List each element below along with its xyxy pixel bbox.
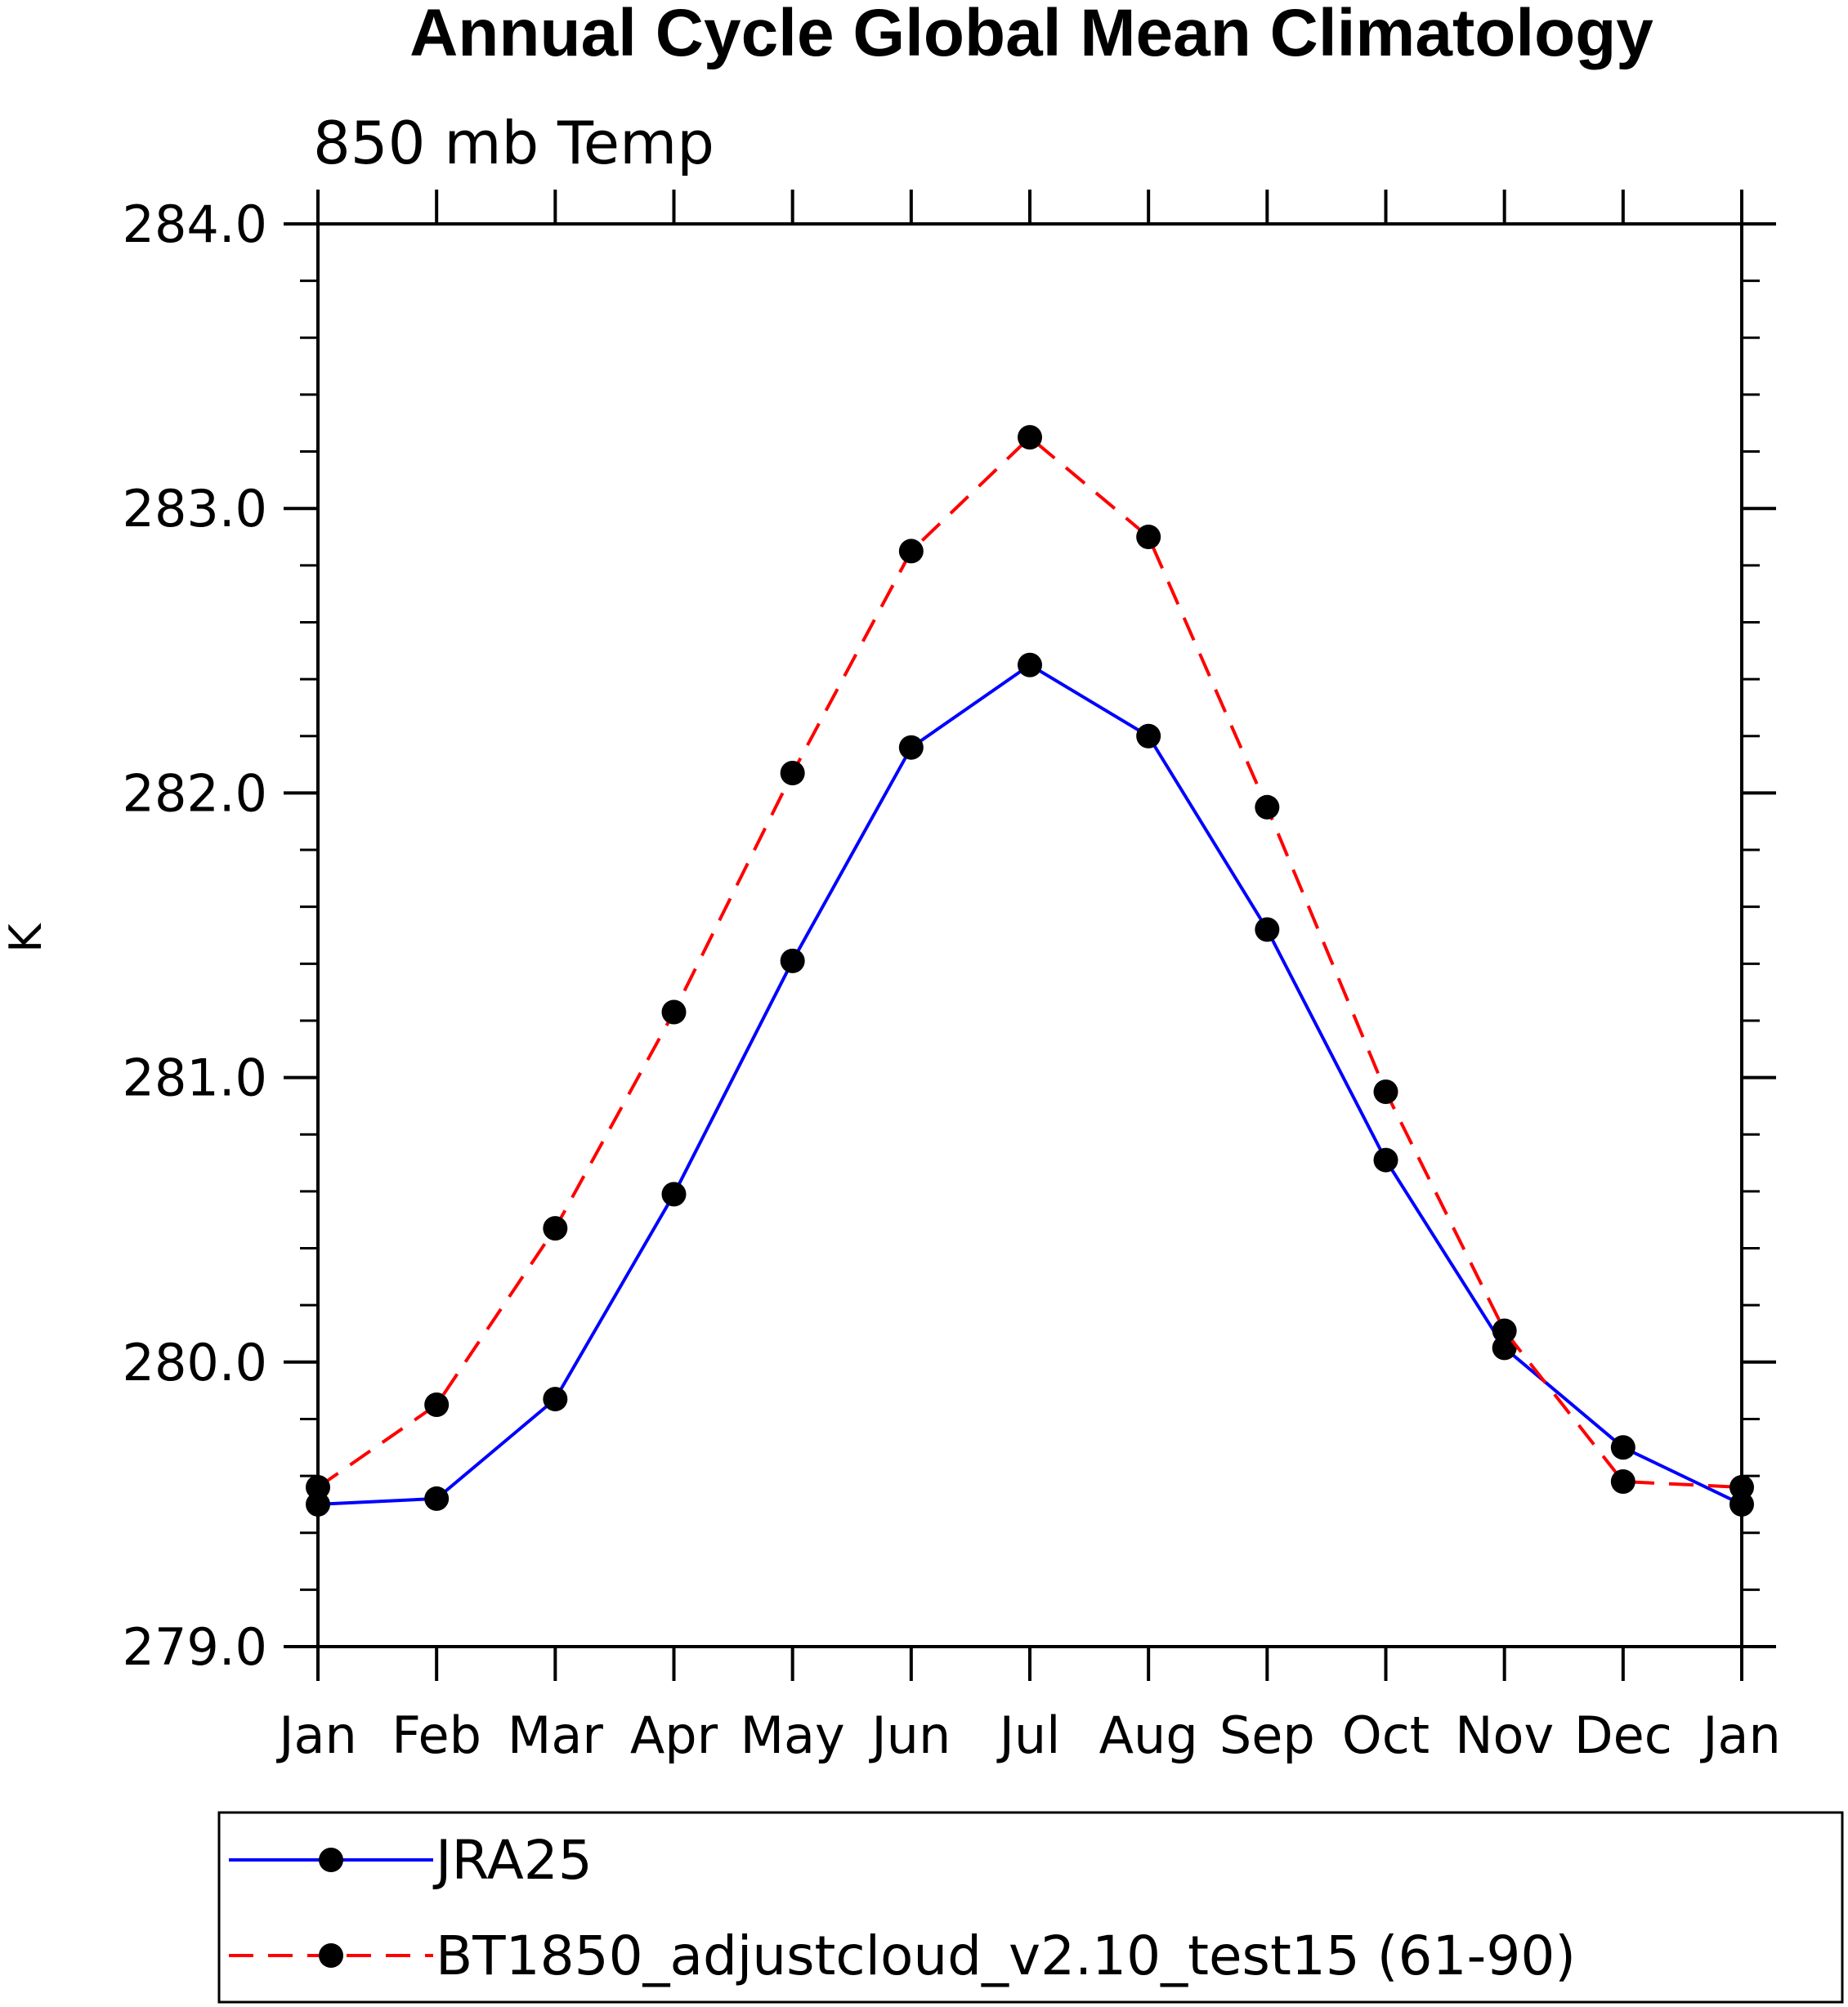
legend-label: BT1850_adjustcloud_v2.10_test15 (61-90) xyxy=(436,1924,1576,1987)
data-point xyxy=(898,539,924,564)
series-line xyxy=(316,435,1743,1489)
data-point xyxy=(780,948,805,973)
data-point xyxy=(661,999,687,1025)
x-tick-label: Jul xyxy=(996,1705,1061,1765)
x-tick-label: Apr xyxy=(630,1705,718,1765)
data-point xyxy=(1610,1469,1635,1495)
data-point xyxy=(1610,1435,1635,1460)
x-tick-label: Jan xyxy=(1699,1705,1781,1765)
y-tick-label: 280.0 xyxy=(123,1333,268,1392)
data-point xyxy=(1373,1147,1398,1173)
legend: JRA25 BT1850_adjustcloud_v2.10_test15 (61… xyxy=(217,1811,1844,2004)
x-tick-label: May xyxy=(741,1705,845,1765)
chart-subtitle: 850 mb Temp xyxy=(313,109,714,177)
x-tick-label: Feb xyxy=(392,1705,481,1765)
data-point xyxy=(424,1486,450,1511)
data-point xyxy=(306,1475,330,1500)
data-point xyxy=(1729,1491,1754,1517)
x-tick-label: Dec xyxy=(1574,1705,1672,1765)
data-point xyxy=(1729,1475,1754,1500)
legend-box xyxy=(217,1811,1844,2004)
data-point xyxy=(898,735,924,760)
x-tick-label: Aug xyxy=(1099,1705,1198,1765)
x-tick-label: Oct xyxy=(1342,1705,1430,1765)
legend-label: JRA25 xyxy=(432,1829,593,1892)
data-point xyxy=(543,1216,568,1241)
series-0 xyxy=(306,652,1754,1517)
y-tick-label: 279.0 xyxy=(123,1617,268,1677)
y-tick-label: 284.0 xyxy=(123,194,268,254)
data-point xyxy=(780,761,805,786)
data-point xyxy=(661,1182,687,1207)
data-point xyxy=(1018,652,1042,677)
y-axis-label: K xyxy=(0,923,51,953)
legend-marker xyxy=(319,1943,343,1968)
series-1 xyxy=(306,425,1754,1500)
data-point xyxy=(306,1491,330,1517)
y-tick-label: 282.0 xyxy=(123,763,268,823)
data-point xyxy=(1018,425,1042,450)
data-point xyxy=(1136,723,1161,749)
series-line xyxy=(317,663,1743,1506)
data-point xyxy=(1255,794,1280,820)
x-tick-label: Jun xyxy=(868,1705,951,1765)
legend-marker xyxy=(319,1848,343,1872)
data-point xyxy=(1492,1335,1517,1361)
y-tick-label: 283.0 xyxy=(123,479,268,539)
axes: 279.0 280.0 281.0 282.0 283.0 284.0 Jan Feb Mar A… xyxy=(123,190,1781,1765)
data-point xyxy=(424,1392,450,1418)
data-point xyxy=(1255,917,1280,942)
data-point xyxy=(543,1387,568,1412)
y-tick-label: 281.0 xyxy=(123,1048,268,1108)
x-tick-label: Sep xyxy=(1219,1705,1315,1765)
data-point xyxy=(1373,1079,1398,1105)
data-point xyxy=(1492,1318,1517,1343)
x-tick-label: Nov xyxy=(1455,1705,1554,1765)
x-tick-label: Mar xyxy=(508,1705,603,1765)
x-tick-label: Jan xyxy=(275,1705,357,1765)
series-layer xyxy=(306,425,1754,1517)
data-point xyxy=(1136,525,1161,550)
chart-title: Annual Cycle Global Mean Climatology xyxy=(409,0,1653,70)
